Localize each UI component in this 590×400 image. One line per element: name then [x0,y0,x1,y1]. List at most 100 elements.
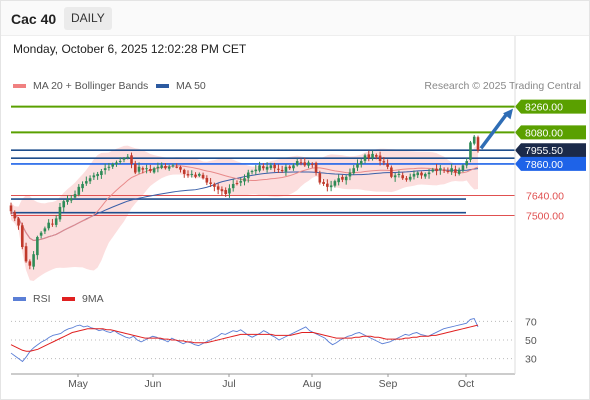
candle-body [145,168,148,170]
legend-bollinger: MA 20 + Bollinger Bands [13,80,148,92]
candle-body [371,153,374,159]
candle-body [435,168,438,172]
level-tag [515,156,586,171]
candle-body [254,169,258,172]
candle-body [367,154,371,159]
candle-body [450,168,453,172]
header-bar: Cac 40 DAILY [0,0,590,36]
level-value-text: 8080.00 [525,127,563,139]
candle-body [81,183,84,189]
candle-body [239,181,243,183]
candle-body [122,158,126,160]
candle-body [461,165,465,171]
candle-body [137,166,141,172]
candle-body [201,174,205,179]
candle-body [412,173,416,177]
candle-body [329,185,333,188]
candle-body [269,165,273,169]
candle-body [17,218,20,226]
rsi-series-rsi [10,318,479,363]
rsi-tick-label: 50 [525,335,537,347]
candle-body [149,168,152,172]
candle-body [141,168,145,170]
level-tag [515,99,586,114]
candle-body [427,172,431,175]
candles [9,135,480,270]
candle-body [408,176,412,180]
candle-body [303,162,307,166]
candle-body [344,176,348,181]
candle-body [401,175,404,179]
instrument-title: Cac 40 [11,11,57,27]
candle-body [9,205,13,212]
level-value-text: 7955.50 [525,145,563,157]
level-value-text: 7860.00 [525,159,563,171]
candle-body [243,178,246,182]
level-label-8080.00: 8080.00 [515,125,586,140]
legend-ma50: MA 50 [156,80,206,92]
candle-body [88,178,92,182]
level-value-text: 7500.00 [526,211,564,223]
candle-body [386,163,389,167]
candle-body [118,161,122,163]
candle-body [465,161,469,166]
candle-body [160,165,163,168]
x-tick-label-aug: Aug [303,378,322,390]
candle-body [262,166,265,169]
level-label-7860.00: 7860.00 [515,156,586,171]
candle-body [66,199,69,202]
candle-body [423,173,427,177]
candle-body [405,178,408,180]
candle-body [36,237,39,256]
candle-body [416,172,420,176]
candle-body [375,155,378,157]
candle-body [205,177,209,183]
bollinger-band [11,145,478,281]
legend-swatch-ma50 [156,84,169,88]
legend-9ma: 9MA [62,293,104,305]
legend-label-ma50: MA 50 [176,80,206,92]
candle-body [126,156,130,158]
candle-body [295,161,299,166]
timeframe-button[interactable]: DAILY [64,7,112,30]
candle-body [96,173,99,177]
candle-body [472,136,476,144]
candle-body [284,166,288,172]
level-label-7500.00: 7500.00 [526,211,564,223]
candle-body [133,163,137,173]
candle-body [111,163,114,167]
level-tag [515,143,586,158]
candle-body [352,168,356,174]
credit-text: Research © 2025 Trading Central [424,80,581,92]
level-label-8260.00: 8260.00 [515,99,586,114]
candle-body [13,212,17,219]
candle-body [318,173,322,183]
candle-body [115,162,118,165]
candle-body [24,246,28,262]
candle-body [130,155,133,164]
candle-body [69,198,73,201]
candle-body [182,169,186,174]
candle-body [20,225,24,248]
rsi-tick-label: 30 [525,354,537,366]
candle-body [152,168,156,173]
candle-body [359,161,363,165]
candle-body [310,163,314,165]
candle-body [299,162,303,164]
date-line: Monday, October 6, 2025 12:02:28 PM CET [13,42,247,56]
candle-body [382,161,386,163]
candle-body [213,184,216,187]
rsi-series-9ma [10,324,479,352]
candle-body [348,172,352,177]
candle-body [231,183,235,189]
candle-body [390,167,393,177]
x-tick-label-sep: Sep [379,378,398,390]
candle-body [103,168,107,171]
candle-body [280,169,284,172]
candle-body [167,166,171,169]
candle-body [356,163,359,168]
legend-label-9ma: 9MA [82,293,104,305]
candle-body [273,164,276,169]
candle-body [322,181,325,184]
